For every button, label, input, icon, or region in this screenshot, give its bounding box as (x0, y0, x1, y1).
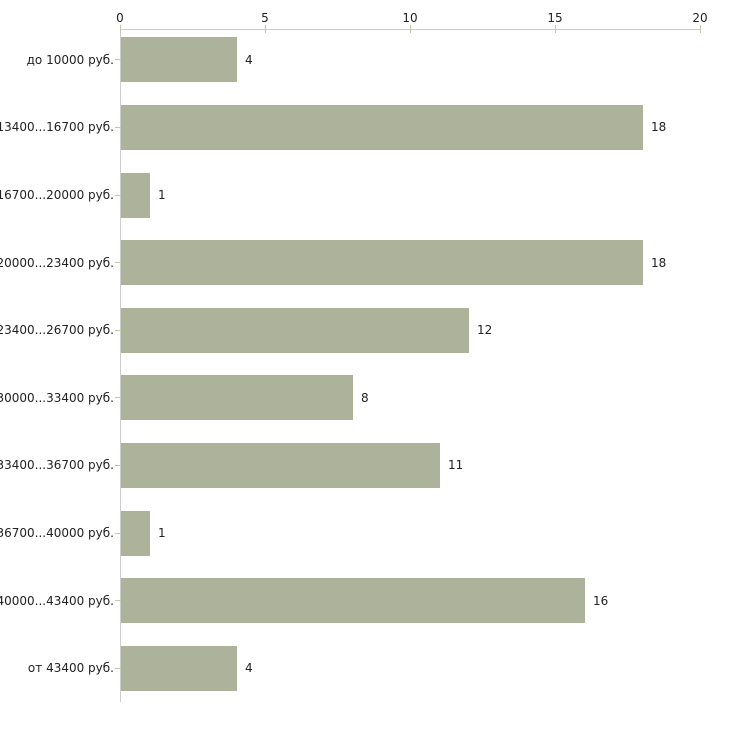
bar-value-label: 18 (651, 120, 667, 135)
category-label: 36700...40000 руб. (0, 525, 114, 540)
bar-value-label: 1 (158, 525, 166, 540)
category-label: 23400...26700 руб. (0, 323, 114, 338)
x-tick-label: 5 (261, 11, 269, 25)
bar (121, 172, 150, 218)
x-tick-mark (409, 25, 411, 33)
bar (121, 240, 643, 286)
x-tick-mark (264, 25, 266, 33)
x-tick-label: 20 (692, 11, 708, 25)
bar (121, 645, 237, 691)
y-tick-mark (115, 126, 122, 128)
bar (121, 578, 585, 624)
y-tick-mark (115, 329, 122, 331)
category-label: 33400...36700 руб. (0, 458, 114, 473)
bar-value-label: 11 (448, 458, 464, 473)
bar-value-label: 4 (245, 52, 253, 67)
category-label: 40000...43400 руб. (0, 593, 114, 608)
bar (121, 104, 643, 150)
category-label: 30000...33400 руб. (0, 390, 114, 405)
bar (121, 510, 150, 556)
category-label: 13400...16700 руб. (0, 120, 114, 135)
bar (121, 307, 469, 353)
x-axis-line (120, 29, 701, 30)
x-tick-label: 0 (116, 11, 124, 25)
y-tick-mark (115, 262, 122, 264)
y-tick-mark (115, 194, 122, 196)
y-tick-mark (115, 532, 122, 534)
category-label: 20000...23400 руб. (0, 255, 114, 270)
y-axis-line (120, 29, 121, 702)
y-tick-mark (115, 464, 122, 466)
x-tick-mark (119, 25, 121, 33)
bar-value-label: 12 (477, 323, 493, 338)
y-tick-mark (115, 667, 122, 669)
y-tick-mark (115, 397, 122, 399)
bar (121, 375, 353, 421)
bar (121, 442, 440, 488)
x-tick-mark (699, 25, 701, 33)
x-tick-label: 15 (547, 11, 563, 25)
bar (121, 37, 237, 83)
category-label: 16700...20000 руб. (0, 187, 114, 202)
bar-value-label: 16 (593, 593, 609, 608)
bar-value-label: 4 (245, 661, 253, 676)
bar-value-label: 8 (361, 390, 369, 405)
bar-value-label: 18 (651, 255, 667, 270)
x-tick-mark (554, 25, 556, 33)
bar-value-label: 1 (158, 187, 166, 202)
category-label: от 43400 руб. (27, 661, 114, 676)
x-tick-label: 10 (402, 11, 418, 25)
y-tick-mark (115, 59, 122, 61)
category-label: до 10000 руб. (26, 52, 114, 67)
y-tick-mark (115, 600, 122, 602)
